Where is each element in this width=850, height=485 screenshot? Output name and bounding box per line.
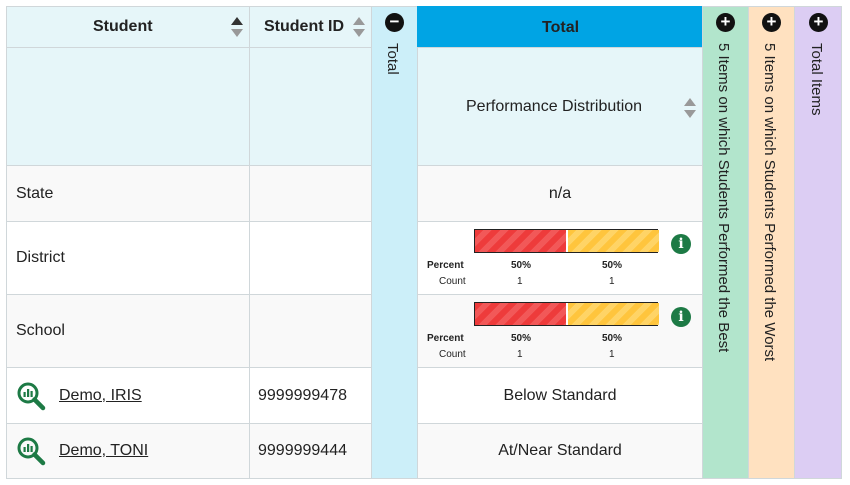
school-percent-near: 50%: [602, 333, 623, 344]
school-count-below: 1: [517, 349, 523, 360]
district-percent-label: Percent: [427, 260, 464, 271]
district-distribution-cell: i Percent 50% 50% Count 1 1: [417, 221, 703, 295]
school-count-near: 1: [609, 349, 615, 360]
table-row-iris-id: 9999999478: [249, 367, 372, 424]
magnifier-chart-icon[interactable]: [16, 381, 46, 411]
header-student-id-label: Student ID: [264, 18, 344, 35]
performance-distribution-label: Performance Distribution: [466, 98, 643, 115]
header-student-spacer: [6, 47, 250, 166]
expand-total-items-icon[interactable]: +: [809, 13, 828, 32]
table-row-iris-value: Below Standard: [417, 367, 703, 424]
table-row-district-id: [249, 221, 372, 295]
sort-performance-icon[interactable]: [684, 98, 696, 120]
header-student[interactable]: Student: [6, 6, 250, 48]
district-count-below: 1: [517, 276, 523, 287]
table-row-state-name: State: [6, 165, 250, 222]
district-info-icon[interactable]: i: [671, 234, 691, 254]
best-items-column: + 5 Items on which Students Performed th…: [702, 6, 749, 479]
student-link-iris[interactable]: Demo, IRIS: [59, 386, 142, 404]
magnifier-chart-icon[interactable]: [16, 436, 46, 466]
table-row-school-name: School: [6, 294, 250, 368]
table-row-toni-name: Demo, TONI: [6, 423, 250, 479]
school-percent-label: Percent: [427, 333, 464, 344]
total-items-label: Total Items: [808, 43, 825, 116]
district-percent-near: 50%: [602, 260, 623, 271]
school-info-icon[interactable]: i: [671, 307, 691, 327]
table-row-state-id: [249, 165, 372, 222]
header-total-label: Total: [542, 19, 580, 36]
school-distribution-cell: i Percent 50% 50% Count 1 1: [417, 294, 703, 368]
school-count-label: Count: [439, 349, 466, 360]
collapse-total-icon[interactable]: −: [385, 13, 404, 32]
school-distribution-bar: [474, 302, 659, 326]
sort-student-icon[interactable]: [231, 17, 243, 39]
header-student-id-spacer: [249, 47, 372, 166]
best-items-label: 5 Items on which Students Performed the …: [715, 43, 732, 353]
header-student-label: Student: [93, 18, 153, 35]
header-performance-distribution[interactable]: Performance Distribution: [417, 47, 703, 166]
table-row-toni-id: 9999999444: [249, 423, 372, 479]
expand-best-items-icon[interactable]: +: [716, 13, 735, 32]
total-items-column: + Total Items: [794, 6, 842, 479]
expand-worst-items-icon[interactable]: +: [762, 13, 781, 32]
table-row-iris-name: Demo, IRIS: [6, 367, 250, 424]
district-distribution-bar: [474, 229, 659, 253]
district-percent-below: 50%: [511, 260, 532, 271]
table-row-school-id: [249, 294, 372, 368]
header-student-id[interactable]: Student ID: [249, 6, 372, 48]
table-row-district-name: District: [6, 221, 250, 295]
student-link-toni[interactable]: Demo, TONI: [59, 442, 149, 459]
school-segment-near: [568, 303, 659, 325]
worst-items-label: 5 Items on which Students Performed the …: [761, 43, 778, 362]
total-collapsed-label: Total: [384, 43, 401, 75]
total-collapsed-column: − Total: [371, 6, 418, 479]
district-count-label: Count: [439, 276, 466, 287]
school-percent-below: 50%: [511, 333, 532, 344]
header-total: Total: [417, 6, 703, 48]
table-row-toni-value: At/Near Standard: [417, 423, 703, 479]
worst-items-column: + 5 Items on which Students Performed th…: [748, 6, 795, 479]
table-row-state-value: n/a: [417, 165, 703, 222]
district-segment-near: [568, 230, 659, 252]
sort-student-id-icon[interactable]: [353, 17, 365, 39]
district-count-near: 1: [609, 276, 615, 287]
school-segment-below: [475, 303, 568, 325]
district-segment-below: [475, 230, 568, 252]
